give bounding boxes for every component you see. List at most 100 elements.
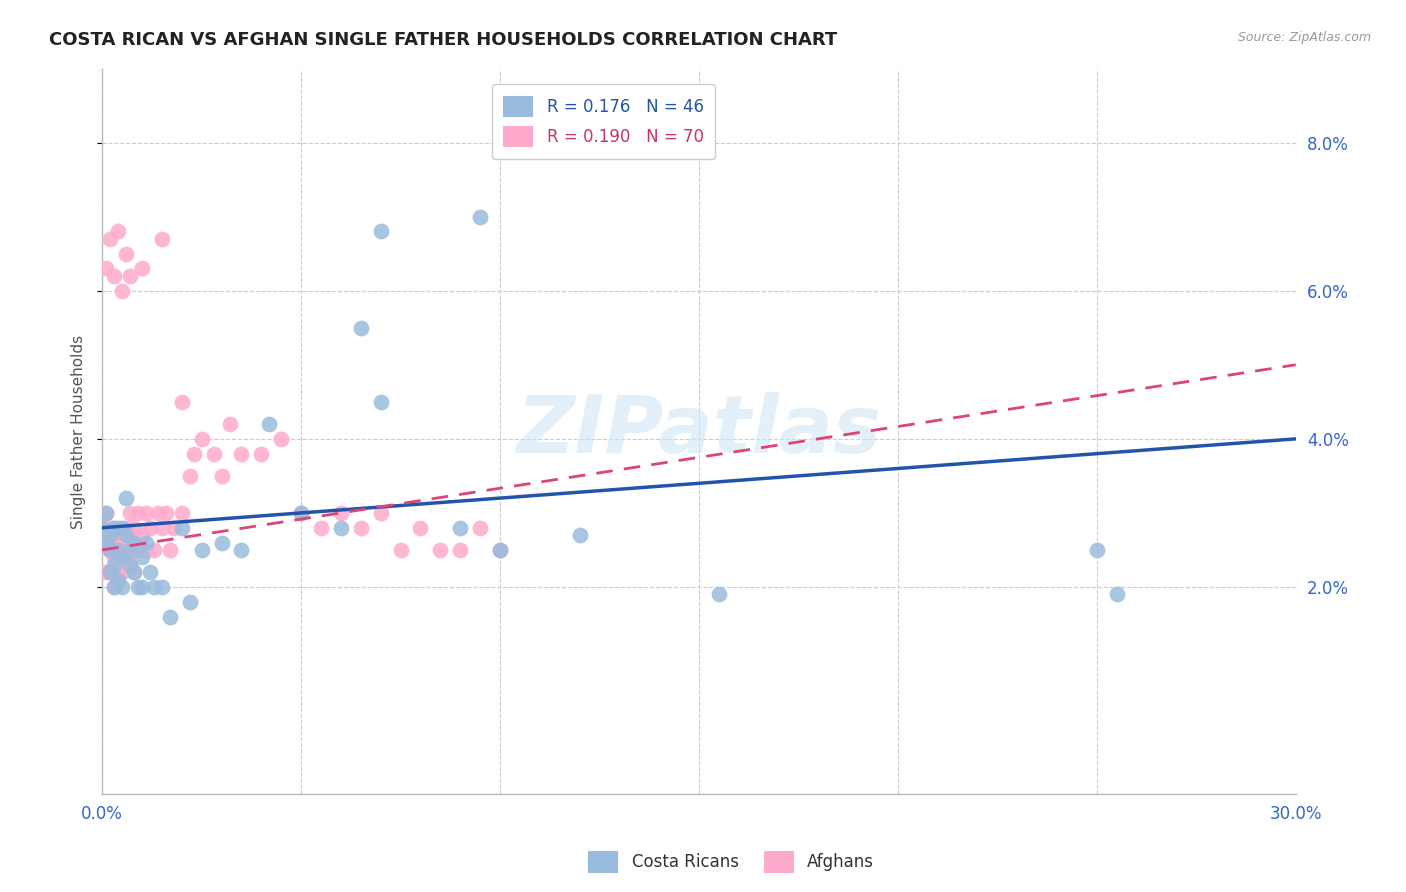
Point	[122, 521, 145, 535]
Point	[91, 521, 114, 535]
Point	[96, 565, 118, 579]
Point	[449, 521, 471, 535]
Point	[170, 506, 193, 520]
Point	[370, 224, 392, 238]
Point	[1085, 543, 1108, 558]
Point	[370, 394, 392, 409]
Legend: R = 0.176   N = 46, R = 0.190   N = 70: R = 0.176 N = 46, R = 0.190 N = 70	[492, 84, 716, 159]
Point	[389, 543, 412, 558]
Point	[159, 609, 181, 624]
Point	[115, 491, 138, 505]
Point	[409, 521, 432, 535]
Point	[179, 595, 201, 609]
Point	[115, 550, 138, 565]
Point	[163, 521, 186, 535]
Point	[120, 268, 142, 283]
Point	[111, 550, 134, 565]
Point	[183, 447, 205, 461]
Point	[96, 535, 118, 549]
Point	[115, 521, 138, 535]
Point	[470, 521, 492, 535]
Point	[707, 587, 730, 601]
Point	[139, 565, 162, 579]
Point	[122, 565, 145, 579]
Point	[270, 432, 292, 446]
Point	[107, 521, 129, 535]
Point	[568, 528, 591, 542]
Point	[111, 565, 134, 579]
Point	[370, 506, 392, 520]
Y-axis label: Single Father Households: Single Father Households	[72, 334, 86, 528]
Point	[211, 469, 233, 483]
Point	[115, 528, 138, 542]
Point	[91, 521, 114, 535]
Point	[120, 558, 142, 572]
Point	[107, 543, 129, 558]
Point	[135, 543, 157, 558]
Point	[131, 550, 153, 565]
Point	[111, 535, 134, 549]
Point	[190, 432, 212, 446]
Point	[211, 535, 233, 549]
Point	[127, 580, 149, 594]
Point	[111, 550, 134, 565]
Point	[309, 521, 332, 535]
Point	[290, 506, 312, 520]
Point	[120, 558, 142, 572]
Point	[1105, 587, 1128, 601]
Point	[103, 558, 125, 572]
Point	[179, 469, 201, 483]
Point	[142, 543, 165, 558]
Point	[489, 543, 512, 558]
Point	[250, 447, 273, 461]
Point	[120, 528, 142, 542]
Point	[290, 506, 312, 520]
Point	[170, 521, 193, 535]
Point	[96, 535, 118, 549]
Text: ZIPatlas: ZIPatlas	[516, 392, 882, 470]
Point	[107, 224, 129, 238]
Point	[111, 580, 134, 594]
Point	[98, 565, 121, 579]
Point	[98, 521, 121, 535]
Point	[131, 261, 153, 276]
Point	[329, 506, 352, 520]
Point	[350, 521, 373, 535]
Point	[231, 447, 253, 461]
Point	[135, 506, 157, 520]
Point	[142, 580, 165, 594]
Point	[135, 535, 157, 549]
Point	[115, 543, 138, 558]
Point	[122, 535, 145, 549]
Point	[150, 232, 173, 246]
Point	[150, 580, 173, 594]
Point	[98, 232, 121, 246]
Point	[131, 580, 153, 594]
Point	[96, 506, 118, 520]
Point	[170, 394, 193, 409]
Point	[98, 528, 121, 542]
Point	[107, 573, 129, 587]
Point	[111, 521, 134, 535]
Point	[107, 565, 129, 579]
Point	[103, 580, 125, 594]
Point	[350, 320, 373, 334]
Point	[127, 506, 149, 520]
Point	[120, 543, 142, 558]
Point	[103, 550, 125, 565]
Point	[103, 268, 125, 283]
Point	[107, 543, 129, 558]
Point	[218, 417, 240, 431]
Point	[190, 543, 212, 558]
Point	[98, 543, 121, 558]
Text: Source: ZipAtlas.com: Source: ZipAtlas.com	[1237, 31, 1371, 45]
Point	[96, 506, 118, 520]
Point	[231, 543, 253, 558]
Point	[103, 528, 125, 542]
Point	[429, 543, 451, 558]
Point	[120, 506, 142, 520]
Point	[202, 447, 225, 461]
Point	[103, 521, 125, 535]
Point	[155, 506, 177, 520]
Point	[449, 543, 471, 558]
